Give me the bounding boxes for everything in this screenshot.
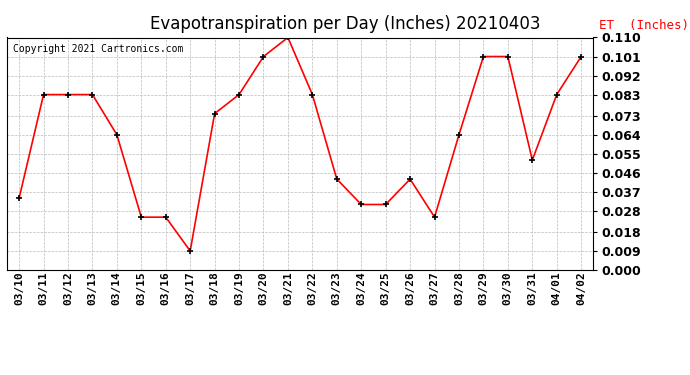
Text: Evapotranspiration per Day (Inches) 20210403: Evapotranspiration per Day (Inches) 2021… xyxy=(150,15,540,33)
Text: ET  (Inches): ET (Inches) xyxy=(599,19,689,32)
Text: Copyright 2021 Cartronics.com: Copyright 2021 Cartronics.com xyxy=(13,45,183,54)
